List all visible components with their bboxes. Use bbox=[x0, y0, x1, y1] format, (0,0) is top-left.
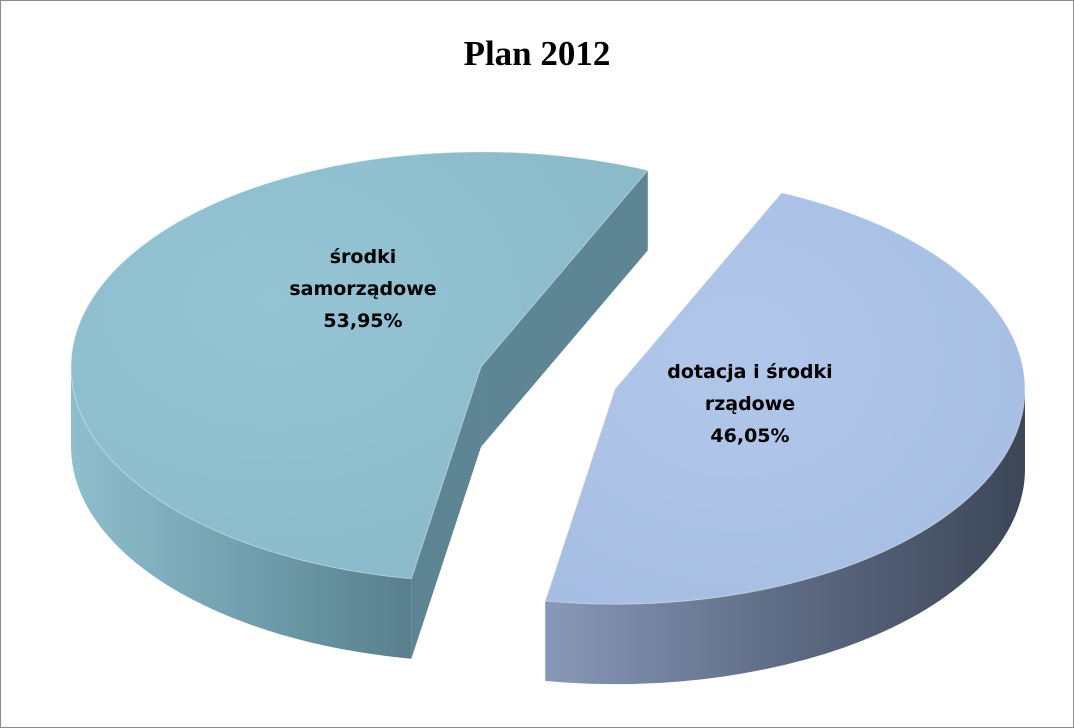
pie-slice-0 bbox=[70, 151, 649, 659]
pie-slice-0-top bbox=[70, 151, 649, 580]
pie-slice-0-label-line: samorządowe bbox=[289, 278, 436, 300]
pie-slice-0-cut-face-1 bbox=[481, 170, 648, 447]
pie-slice-0-side bbox=[71, 366, 412, 659]
pie-slice-1-side bbox=[545, 389, 1025, 685]
pie-slice-1-label-line: dotacja i środki bbox=[667, 361, 832, 383]
pie-slice-0-label-line: środki bbox=[330, 246, 396, 268]
pie-slice-1-value-label: 46,05% bbox=[710, 425, 789, 447]
pie-slice-1 bbox=[544, 192, 1026, 685]
pie-slice-1-top bbox=[544, 192, 1026, 605]
chart-title: Plan 2012 bbox=[463, 34, 611, 73]
pie-slice-1-label-line: rządowe bbox=[705, 393, 795, 415]
pie-slice-0-cut-face-0 bbox=[411, 366, 482, 659]
pie-slice-0-value-label: 53,95% bbox=[323, 310, 402, 332]
